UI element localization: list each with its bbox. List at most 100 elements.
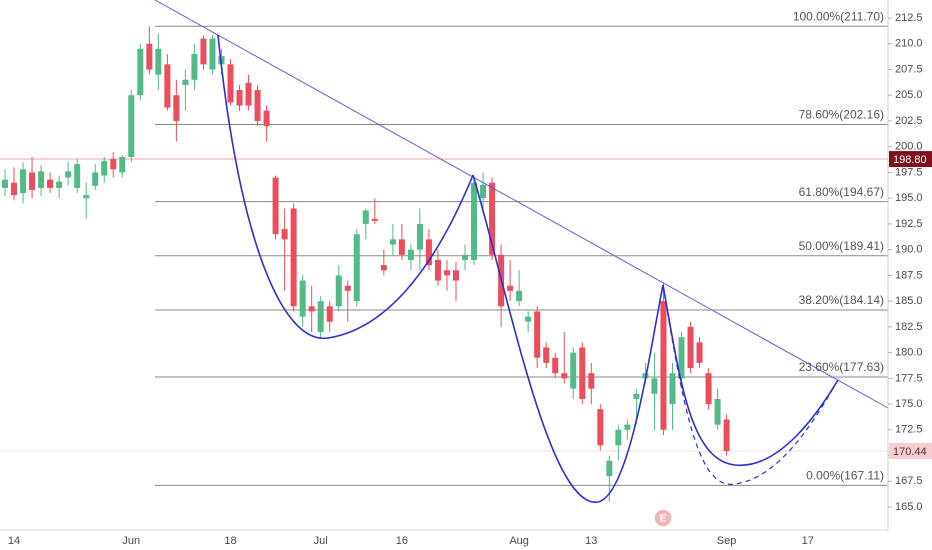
candle-body [525,316,532,322]
y-tick-label: 185.0 [895,295,923,307]
candle-body [507,285,514,291]
x-tick-label: Jun [122,535,140,547]
y-tick-label: 190.0 [895,244,923,256]
candle-body [380,265,387,271]
earnings-circle [653,508,673,528]
candle-body [416,223,423,250]
projected-curve [662,284,839,466]
drawings [154,0,889,503]
candle-body [344,285,351,291]
y-tick-label: 192.5 [895,218,923,230]
candle-body [570,352,577,389]
axis-layer: 165.0167.5170.0172.5175.0177.5180.0182.5… [8,0,932,550]
price-marker-box [889,443,932,460]
y-tick-label: 187.5 [895,269,923,281]
candle-body [56,181,63,188]
candle-body [534,311,541,358]
y-tick-label: 207.5 [895,63,923,75]
candle-body [597,409,604,446]
candle-body [146,43,153,70]
candle-body [462,254,469,260]
fib-label: 100.00%(211.70) [793,9,884,23]
y-tick-label: 205.0 [895,89,923,101]
fib-label: 38.20%(184.14) [799,293,884,307]
candle-body [326,306,333,322]
candle-body [209,38,216,70]
candle-body [11,182,18,196]
candle-body [705,373,712,405]
candle-body [137,48,144,96]
candle-body [29,172,36,190]
candle-body [453,270,459,281]
candle-body [407,249,414,260]
fib-label: 78.60%(202.16) [799,108,884,122]
candle-body [678,337,685,379]
candle-body [155,48,162,75]
y-tick-label: 177.5 [895,372,923,384]
candle-body [173,95,180,121]
y-tick-label: 182.5 [895,321,923,333]
candle-body [389,239,396,245]
projected-curve-dashed [662,284,839,485]
y-tick-label: 195.0 [895,192,923,204]
y-tick-label: 200.0 [895,141,923,153]
x-tick-label: Jul [314,535,328,547]
x-tick-label: 16 [396,535,408,547]
candle-body [47,179,54,188]
price-marker-box [889,151,932,168]
price-marker-label: 170.44 [893,446,927,458]
candle-body [290,208,297,307]
y-tick-label: 180.0 [895,347,923,359]
candle-body [714,398,721,425]
x-tick-label: 18 [224,535,236,547]
trend-line [154,0,889,409]
candle-body [651,378,658,394]
candle-body [443,270,450,276]
candle-body [425,239,432,266]
candle-body [101,161,108,176]
candle-body [119,157,126,173]
y-tick-label: 172.5 [895,424,923,436]
candle-body [471,182,478,260]
cup-curve [217,34,474,340]
candle-body [263,110,270,127]
candle-body [362,210,369,224]
candle-body [227,64,234,103]
x-tick-label: 17 [802,535,814,547]
fib-label: 0.00%(167.11) [806,468,884,482]
candle-body [308,306,315,312]
candle-body [669,373,676,405]
x-tick-label: Aug [509,535,529,547]
x-tick-label: 14 [8,535,20,547]
candle-body [272,177,279,235]
candle-body [398,239,405,255]
candle-body [245,82,252,106]
cup-curve [472,174,664,503]
candle-body [110,159,117,170]
candle-body [281,229,288,240]
candle-body [723,419,730,452]
candle-body [371,218,378,221]
candle-body [335,275,342,307]
candle-body [92,172,99,186]
candle-body [128,95,135,158]
candle-body [624,424,631,430]
candle-body [191,54,198,80]
candle-body [615,429,622,446]
candle-body [200,38,207,65]
candle-body [633,393,640,399]
candle-body [38,171,45,188]
candle-body [182,79,189,85]
y-tick-label: 165.0 [895,501,923,513]
y-tick-label: 197.5 [895,166,923,178]
earnings-badge[interactable]: E [653,508,673,528]
candle-body [2,179,8,188]
candle-body [687,326,694,369]
candle-body [254,90,261,121]
y-tick-label: 212.5 [895,12,923,24]
candle-body [83,195,90,199]
candle-body [588,373,595,389]
candle-body [579,347,586,399]
candle-body [516,290,523,302]
